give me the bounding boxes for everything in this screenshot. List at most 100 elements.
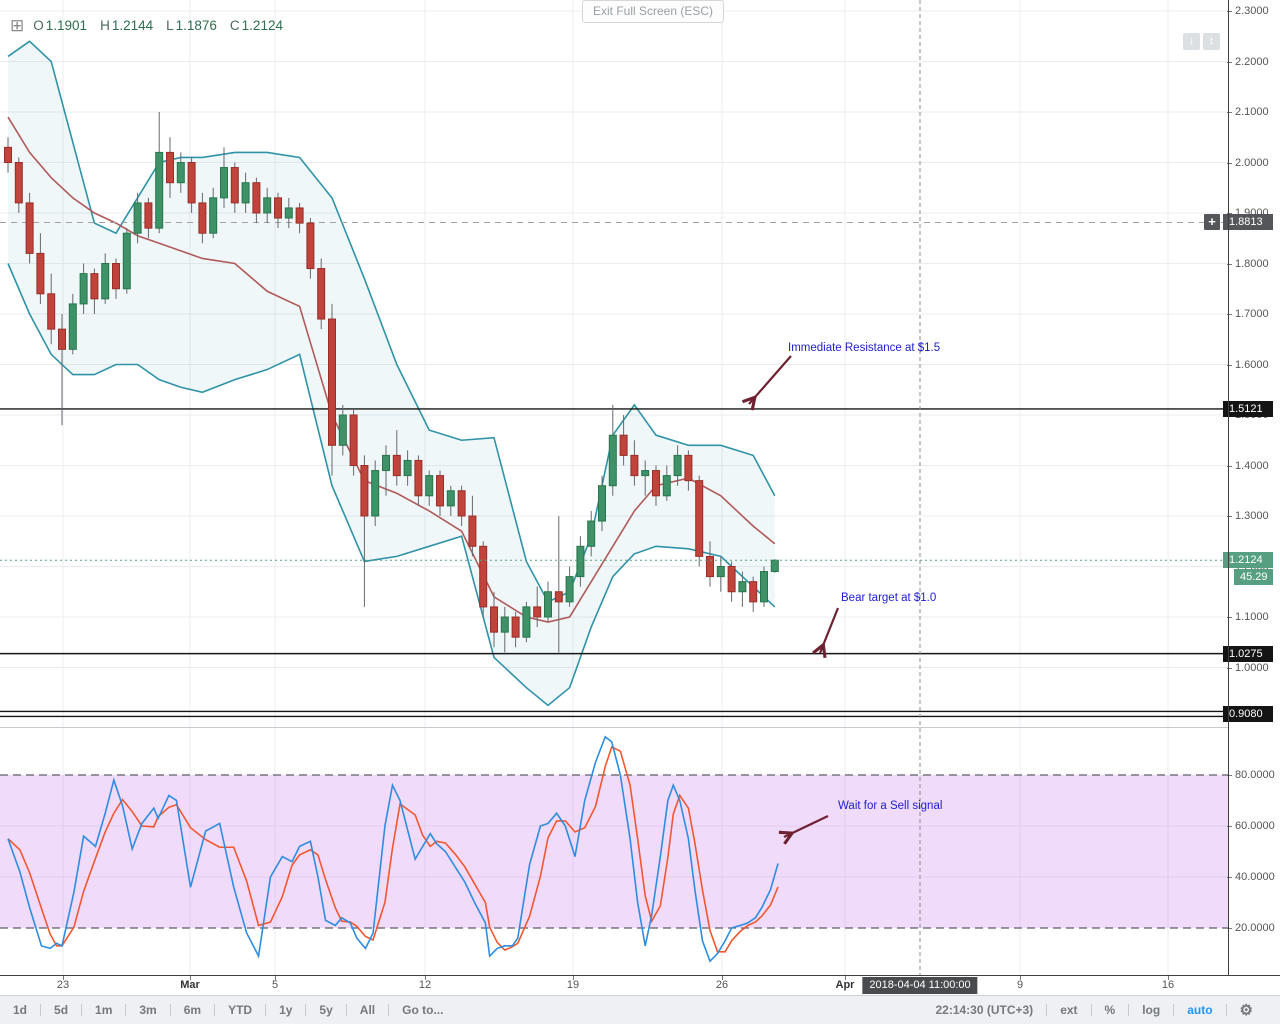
candle-down	[274, 197, 282, 219]
candle-up	[565, 576, 574, 603]
price-level-label: 1.8813	[1223, 214, 1273, 231]
scroll-to-end-button[interactable]: ↓	[1183, 33, 1200, 50]
time-tick-mark	[845, 976, 846, 980]
axis-tick-mark	[1227, 877, 1232, 878]
candle-down	[360, 465, 369, 517]
time-tick-mark	[573, 976, 574, 980]
toolbar-separator	[40, 1004, 42, 1016]
price-level-label: 0.9080	[1223, 705, 1273, 722]
axis-tick-mark	[1227, 364, 1232, 366]
toolbar-separator	[1090, 1004, 1092, 1016]
candle-down	[695, 480, 704, 557]
ohlc-close: C 1.2124	[229, 18, 283, 33]
range-button-ytd[interactable]: YTD	[228, 1003, 253, 1017]
candle-down	[295, 207, 304, 224]
range-button-6m[interactable]: 6m	[183, 1003, 202, 1017]
price-pane-canvas[interactable]	[0, 0, 1228, 728]
price-level-label: 1.0275	[1223, 645, 1273, 662]
range-button-5y[interactable]: 5y	[319, 1003, 333, 1017]
range-button-all[interactable]: All	[359, 1003, 376, 1017]
axis-tick-mark	[1227, 11, 1232, 12]
axis-tick-mark	[1227, 61, 1232, 63]
candle-down	[166, 151, 174, 184]
candle-up	[284, 207, 293, 219]
candle-up	[220, 167, 228, 199]
stoch-axis-tick: 80.0000	[1235, 769, 1275, 781]
range-button-1m[interactable]: 1m	[95, 1003, 113, 1017]
candle-down	[317, 268, 326, 320]
annotation-text-1[interactable]: Immediate Resistance at $1.5	[788, 342, 941, 354]
price-axis-tick: 1.4000	[1235, 459, 1269, 472]
candle-down	[230, 167, 239, 204]
scale-mode-log[interactable]: log	[1142, 1003, 1161, 1017]
auto-scale-toggle[interactable]: auto	[1187, 1003, 1213, 1017]
price-axis-tick: 2.1000	[1235, 106, 1269, 118]
toolbar-separator	[265, 1004, 267, 1016]
candle-down	[684, 454, 693, 482]
candle-up	[608, 434, 617, 487]
candle-down	[306, 222, 315, 270]
goto-button[interactable]: Go to...	[402, 1003, 444, 1017]
price-level-label: 1.5121	[1223, 400, 1273, 417]
candle-up	[738, 581, 747, 593]
pane-separator[interactable]	[0, 727, 1280, 728]
candle-up	[641, 470, 650, 477]
toolbar-separator	[125, 1004, 127, 1016]
axis-tick-mark	[1227, 314, 1232, 315]
candle-up	[598, 485, 606, 522]
toolbar-separator	[1128, 1004, 1130, 1016]
settings-gear-icon[interactable]: ⚙	[1239, 1002, 1253, 1019]
candlestick-series	[4, 112, 779, 653]
candle-up	[587, 520, 596, 547]
range-button-3m[interactable]: 3m	[139, 1003, 157, 1017]
range-button-1y[interactable]: 1y	[279, 1003, 293, 1017]
stoch-d-line	[7, 745, 779, 953]
plus-grid-icon[interactable]: ⊞	[10, 16, 25, 35]
scale-mode-ext[interactable]: ext	[1060, 1003, 1078, 1017]
time-tick-mark	[425, 976, 426, 980]
candle-down	[652, 470, 660, 497]
candle-up	[673, 454, 682, 477]
candle-up	[371, 470, 380, 517]
axis-tick-mark	[1227, 617, 1232, 618]
price-axis-border	[1228, 0, 1229, 975]
axis-tick-mark	[1227, 516, 1232, 517]
add-alert-plus-button[interactable]: +	[1204, 214, 1220, 231]
time-axis-tick: 9	[1016, 979, 1024, 991]
time-axis-tick: Apr	[835, 979, 855, 991]
bottom-toolbar: 1d 5d 1m 3m 6m YTD 1y 5y All Go to... 22:14:30 (U…	[0, 995, 1280, 1024]
range-button-1d[interactable]: 1d	[13, 1003, 28, 1017]
price-axis-tick: 1.3000	[1235, 510, 1269, 522]
candle-down	[392, 454, 401, 477]
candle-up	[382, 454, 390, 472]
candle-down	[187, 162, 196, 204]
price-axis-tick: 1.0000	[1235, 661, 1269, 674]
bollinger-basis-line	[7, 116, 776, 623]
time-axis[interactable]: 23 Mar 5 12 19 26 Apr 9 16 2018-04-04 11:00:00	[0, 975, 1280, 996]
candle-up	[662, 475, 671, 497]
candle-up	[770, 559, 779, 572]
axis-tick-mark	[1227, 928, 1232, 929]
time-axis-tick: 23	[56, 979, 70, 991]
bollinger-band	[7, 40, 776, 707]
stochastic-pane-canvas[interactable]	[0, 728, 1228, 975]
toolbar-separator	[1225, 1004, 1227, 1016]
candle-down	[112, 263, 120, 290]
candle-up	[338, 414, 347, 446]
candle-down	[414, 459, 423, 497]
candle-up	[176, 162, 185, 184]
toolbar-separator	[305, 1004, 307, 1016]
price-axis[interactable]: 2.3000 2.2000 2.1000 2.0000 1.9000 1.8000 1.70…	[1204, 0, 1280, 975]
clock-readout: 22:14:30 (UTC+3)	[935, 1003, 1034, 1017]
candle-down	[706, 555, 714, 578]
candle-up	[79, 273, 88, 305]
price-levels[interactable]	[0, 221, 1228, 718]
annotation-text-3[interactable]: Wait for a Sell signal	[838, 800, 943, 812]
annotation-text-2[interactable]: Bear target at $1.0	[841, 592, 937, 604]
auto-scale-button[interactable]: ↕	[1203, 33, 1220, 50]
range-button-5d[interactable]: 5d	[54, 1003, 69, 1017]
scale-mode-percent[interactable]: %	[1104, 1003, 1116, 1017]
candle-down	[349, 414, 358, 466]
toolbar-separator	[345, 1004, 347, 1016]
price-axis-tick: 2.3000	[1235, 5, 1269, 17]
